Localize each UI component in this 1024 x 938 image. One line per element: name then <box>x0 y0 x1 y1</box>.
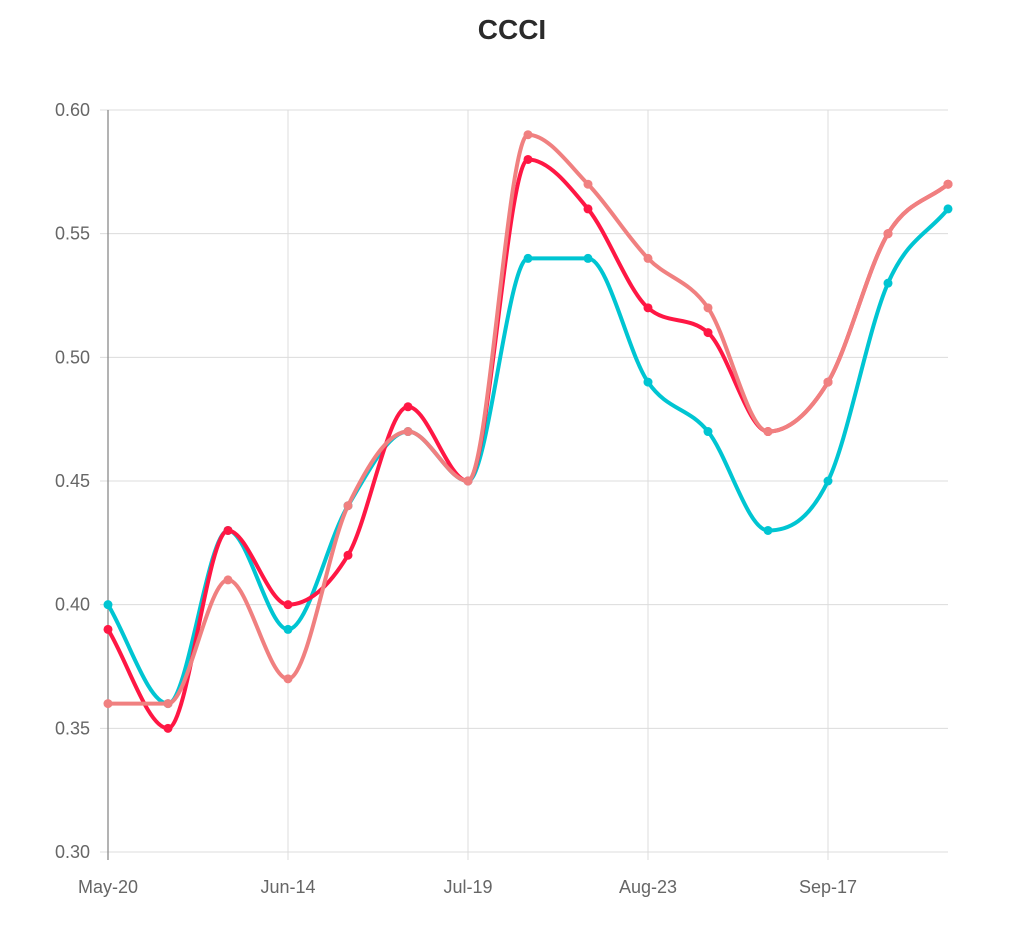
series-1 <box>103 204 953 709</box>
data-point <box>283 600 293 610</box>
series-3 <box>103 130 953 709</box>
data-point <box>823 377 833 387</box>
data-point <box>403 427 413 437</box>
x-tick-label: Jun-14 <box>260 877 315 897</box>
data-point <box>583 253 593 263</box>
data-point <box>643 253 653 263</box>
x-tick-label: May-20 <box>78 877 138 897</box>
series-line <box>106 206 950 706</box>
data-point <box>283 674 293 684</box>
data-point <box>163 699 173 709</box>
data-point <box>763 525 773 535</box>
data-point <box>763 427 773 437</box>
y-tick-label: 0.50 <box>55 347 90 367</box>
y-tick-label: 0.35 <box>55 718 90 738</box>
data-point <box>343 501 353 511</box>
series-line <box>106 132 950 706</box>
data-point <box>703 328 713 338</box>
grid-layer <box>100 109 948 860</box>
data-point <box>643 303 653 313</box>
y-tick-label: 0.55 <box>55 224 90 244</box>
data-point <box>103 600 113 610</box>
chart-title: CCCI <box>477 14 547 45</box>
series-line <box>106 157 950 731</box>
data-point <box>703 303 713 313</box>
data-point <box>583 204 593 214</box>
data-point <box>463 476 473 486</box>
data-point <box>643 377 653 387</box>
x-tick-label: Jul-19 <box>443 877 492 897</box>
data-point <box>223 525 233 535</box>
data-point <box>883 278 893 288</box>
data-point <box>823 476 833 486</box>
data-point <box>403 402 413 412</box>
x-tick-label: Aug-23 <box>619 877 677 897</box>
data-point <box>523 253 533 263</box>
data-point <box>703 427 713 437</box>
data-point <box>103 699 113 709</box>
data-point <box>943 179 953 189</box>
data-point <box>883 229 893 239</box>
y-tick-label: 0.40 <box>55 595 90 615</box>
y-tick-label: 0.60 <box>55 100 90 120</box>
x-tick-label: Sep-17 <box>799 877 857 897</box>
series-layer <box>103 130 953 733</box>
data-point <box>583 179 593 189</box>
data-point <box>523 154 533 164</box>
data-point <box>523 130 533 140</box>
data-point <box>163 723 173 733</box>
data-point <box>103 624 113 634</box>
y-tick-label: 0.45 <box>55 471 90 491</box>
data-point <box>343 550 353 560</box>
data-point <box>223 575 233 585</box>
data-point <box>283 624 293 634</box>
data-point <box>943 204 953 214</box>
label-layer: 0.30 0.35 0.40 0.45 0.50 0.55 0.60 May-20 Jun-14… <box>55 100 857 897</box>
series-2 <box>103 154 953 733</box>
y-tick-label: 0.30 <box>55 842 90 862</box>
